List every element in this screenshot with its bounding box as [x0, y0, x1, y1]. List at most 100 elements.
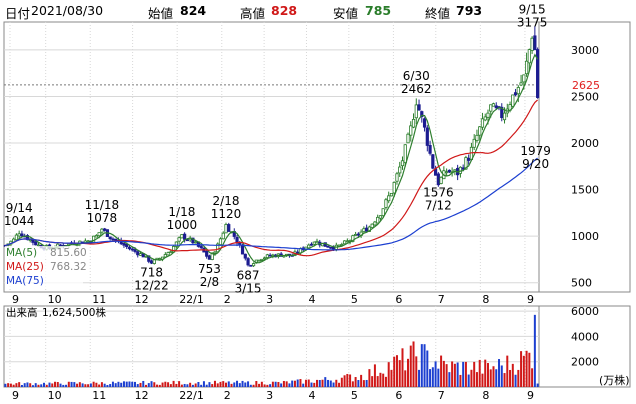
volume-bar [7, 383, 10, 387]
volume-bar [45, 384, 48, 387]
candle-body [381, 208, 385, 217]
legend-bg [5, 260, 83, 273]
open-label: 始値 [148, 6, 174, 21]
volume-bar [189, 382, 192, 387]
volume-summary: 1,624,500株 [42, 306, 106, 319]
volume-bar [114, 383, 117, 387]
volume-bar [186, 384, 189, 387]
volume-bar [81, 383, 84, 387]
volume-bar [280, 383, 283, 387]
volume-bar [384, 376, 387, 387]
candle-body [207, 255, 212, 260]
volume-bar [23, 383, 26, 387]
volume-bar [291, 380, 294, 387]
candle-body [373, 221, 377, 226]
volume-bar [373, 364, 376, 387]
volume-bar [357, 379, 360, 387]
annotation-value: 1979 [520, 144, 551, 158]
volume-bar [56, 382, 59, 387]
volume-bar [216, 383, 219, 387]
annotation-value: 1078 [87, 211, 118, 225]
volume-bar [109, 384, 112, 387]
price-tick-label: 2500 [571, 90, 599, 103]
volume-bar [418, 369, 421, 387]
volume-bar [451, 361, 454, 387]
volume-bar [304, 379, 307, 387]
volume-bar [244, 382, 247, 387]
volume-bar [269, 384, 272, 387]
candle-body [406, 133, 410, 144]
price-grid [4, 22, 539, 292]
candle-body [263, 257, 267, 260]
candle-body [527, 49, 531, 64]
ma-line-25 [5, 99, 539, 257]
candle-body [376, 216, 380, 224]
ma-line-5 [5, 53, 539, 264]
legend-label: MA(5) [6, 247, 37, 259]
candle-body [194, 241, 198, 244]
volume-grid [4, 306, 539, 387]
volume-bar [293, 380, 296, 387]
volume-x-tick-label: 9 [12, 389, 19, 402]
volume-bar [511, 363, 514, 387]
volume-bar [415, 356, 418, 387]
candle-body [216, 243, 220, 253]
volume-bar [338, 382, 341, 387]
volume-bar [500, 365, 503, 387]
volume-bar [354, 377, 357, 387]
volume-bar [156, 384, 159, 387]
candle-body [257, 259, 261, 262]
legend-label: MA(75) [6, 275, 44, 287]
volume-bar [409, 345, 412, 387]
volume-bar [98, 384, 101, 387]
candle-body [28, 239, 32, 242]
candle-body [354, 234, 358, 236]
candle-body [342, 240, 347, 245]
volume-bar [434, 361, 437, 387]
volume-x-tick-label: 9 [527, 389, 534, 402]
candle-body [331, 247, 336, 250]
candle-body [36, 244, 41, 247]
volume-bar [376, 376, 379, 387]
volume-bar [382, 373, 385, 387]
volume-bar [431, 367, 434, 387]
volume-bar [274, 381, 277, 387]
volume-bar [247, 381, 250, 387]
volume-bar [509, 369, 512, 387]
annotation-date: 7/12 [425, 199, 452, 213]
candle-body [111, 238, 115, 241]
candle-body [130, 248, 134, 251]
annotation-date: 3/15 [235, 281, 262, 295]
candle-body [224, 224, 228, 234]
candle-body [502, 112, 507, 121]
volume-bar [202, 381, 205, 387]
volume-bar [161, 382, 164, 387]
volume-bar [125, 381, 128, 387]
candle-body [122, 243, 126, 246]
candle-body [491, 103, 496, 107]
volume-bar [498, 359, 501, 387]
volume-bar [456, 362, 459, 387]
candle-body [536, 49, 540, 98]
candle-body [533, 35, 537, 51]
candle-body [94, 235, 98, 238]
volume-bar [153, 382, 156, 387]
volume-bar [258, 383, 261, 387]
volume-bar [401, 348, 404, 387]
price-x-tick-label: 3 [266, 293, 273, 306]
annotation-value: 3175 [517, 16, 548, 30]
candle-body [240, 244, 245, 255]
volume-bar [263, 384, 266, 387]
volume-bar [62, 384, 65, 387]
volume-bar [310, 382, 313, 387]
volume-bar [205, 384, 208, 387]
volume-bar [277, 382, 280, 387]
moving-average-lines [5, 53, 539, 264]
candle-body [511, 94, 515, 107]
legend-label: MA(25) [6, 261, 44, 273]
volume-bar [349, 374, 352, 387]
candle-body [166, 252, 170, 256]
volume-bar [65, 384, 68, 387]
volume-x-tick-label: 10 [48, 389, 62, 402]
